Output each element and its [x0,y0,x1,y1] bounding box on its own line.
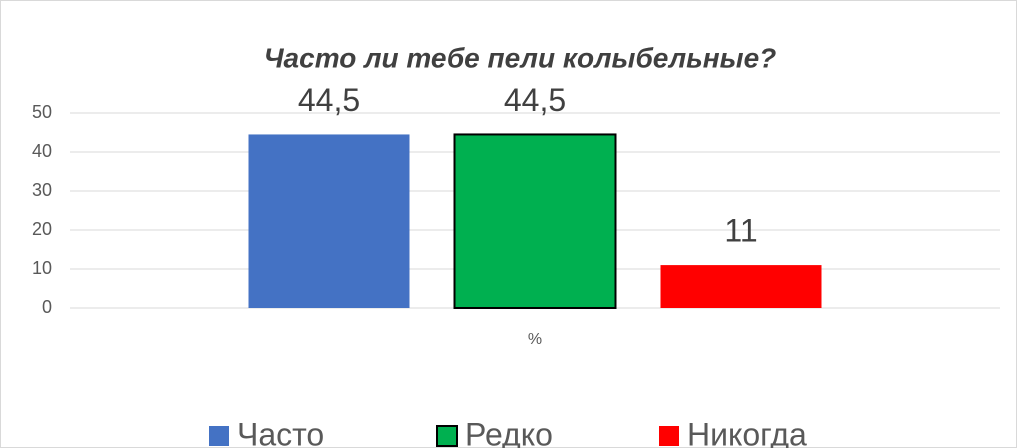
bar [660,265,822,308]
data-label: 44,5 [298,82,360,118]
y-tick-label: 50 [32,102,52,122]
y-tick-label: 20 [32,219,52,239]
legend-swatch [659,426,679,446]
bar [453,133,617,309]
legend-label: Редко [465,416,553,448]
bar [248,134,410,308]
chart-title: Часто ли тебе пели колыбельные? [264,42,777,73]
legend-swatch [436,425,458,447]
data-label: 11 [724,213,757,249]
legend-label: Часто [237,416,324,448]
legend-swatch [209,426,229,446]
x-tick-label: % [528,331,542,348]
data-label: 44,5 [504,82,566,118]
y-tick-label: 40 [32,141,52,161]
legend-label: Никогда [687,416,807,448]
y-tick-label: 0 [42,297,52,317]
y-tick-label: 30 [32,180,52,200]
y-tick-label: 10 [32,258,52,278]
